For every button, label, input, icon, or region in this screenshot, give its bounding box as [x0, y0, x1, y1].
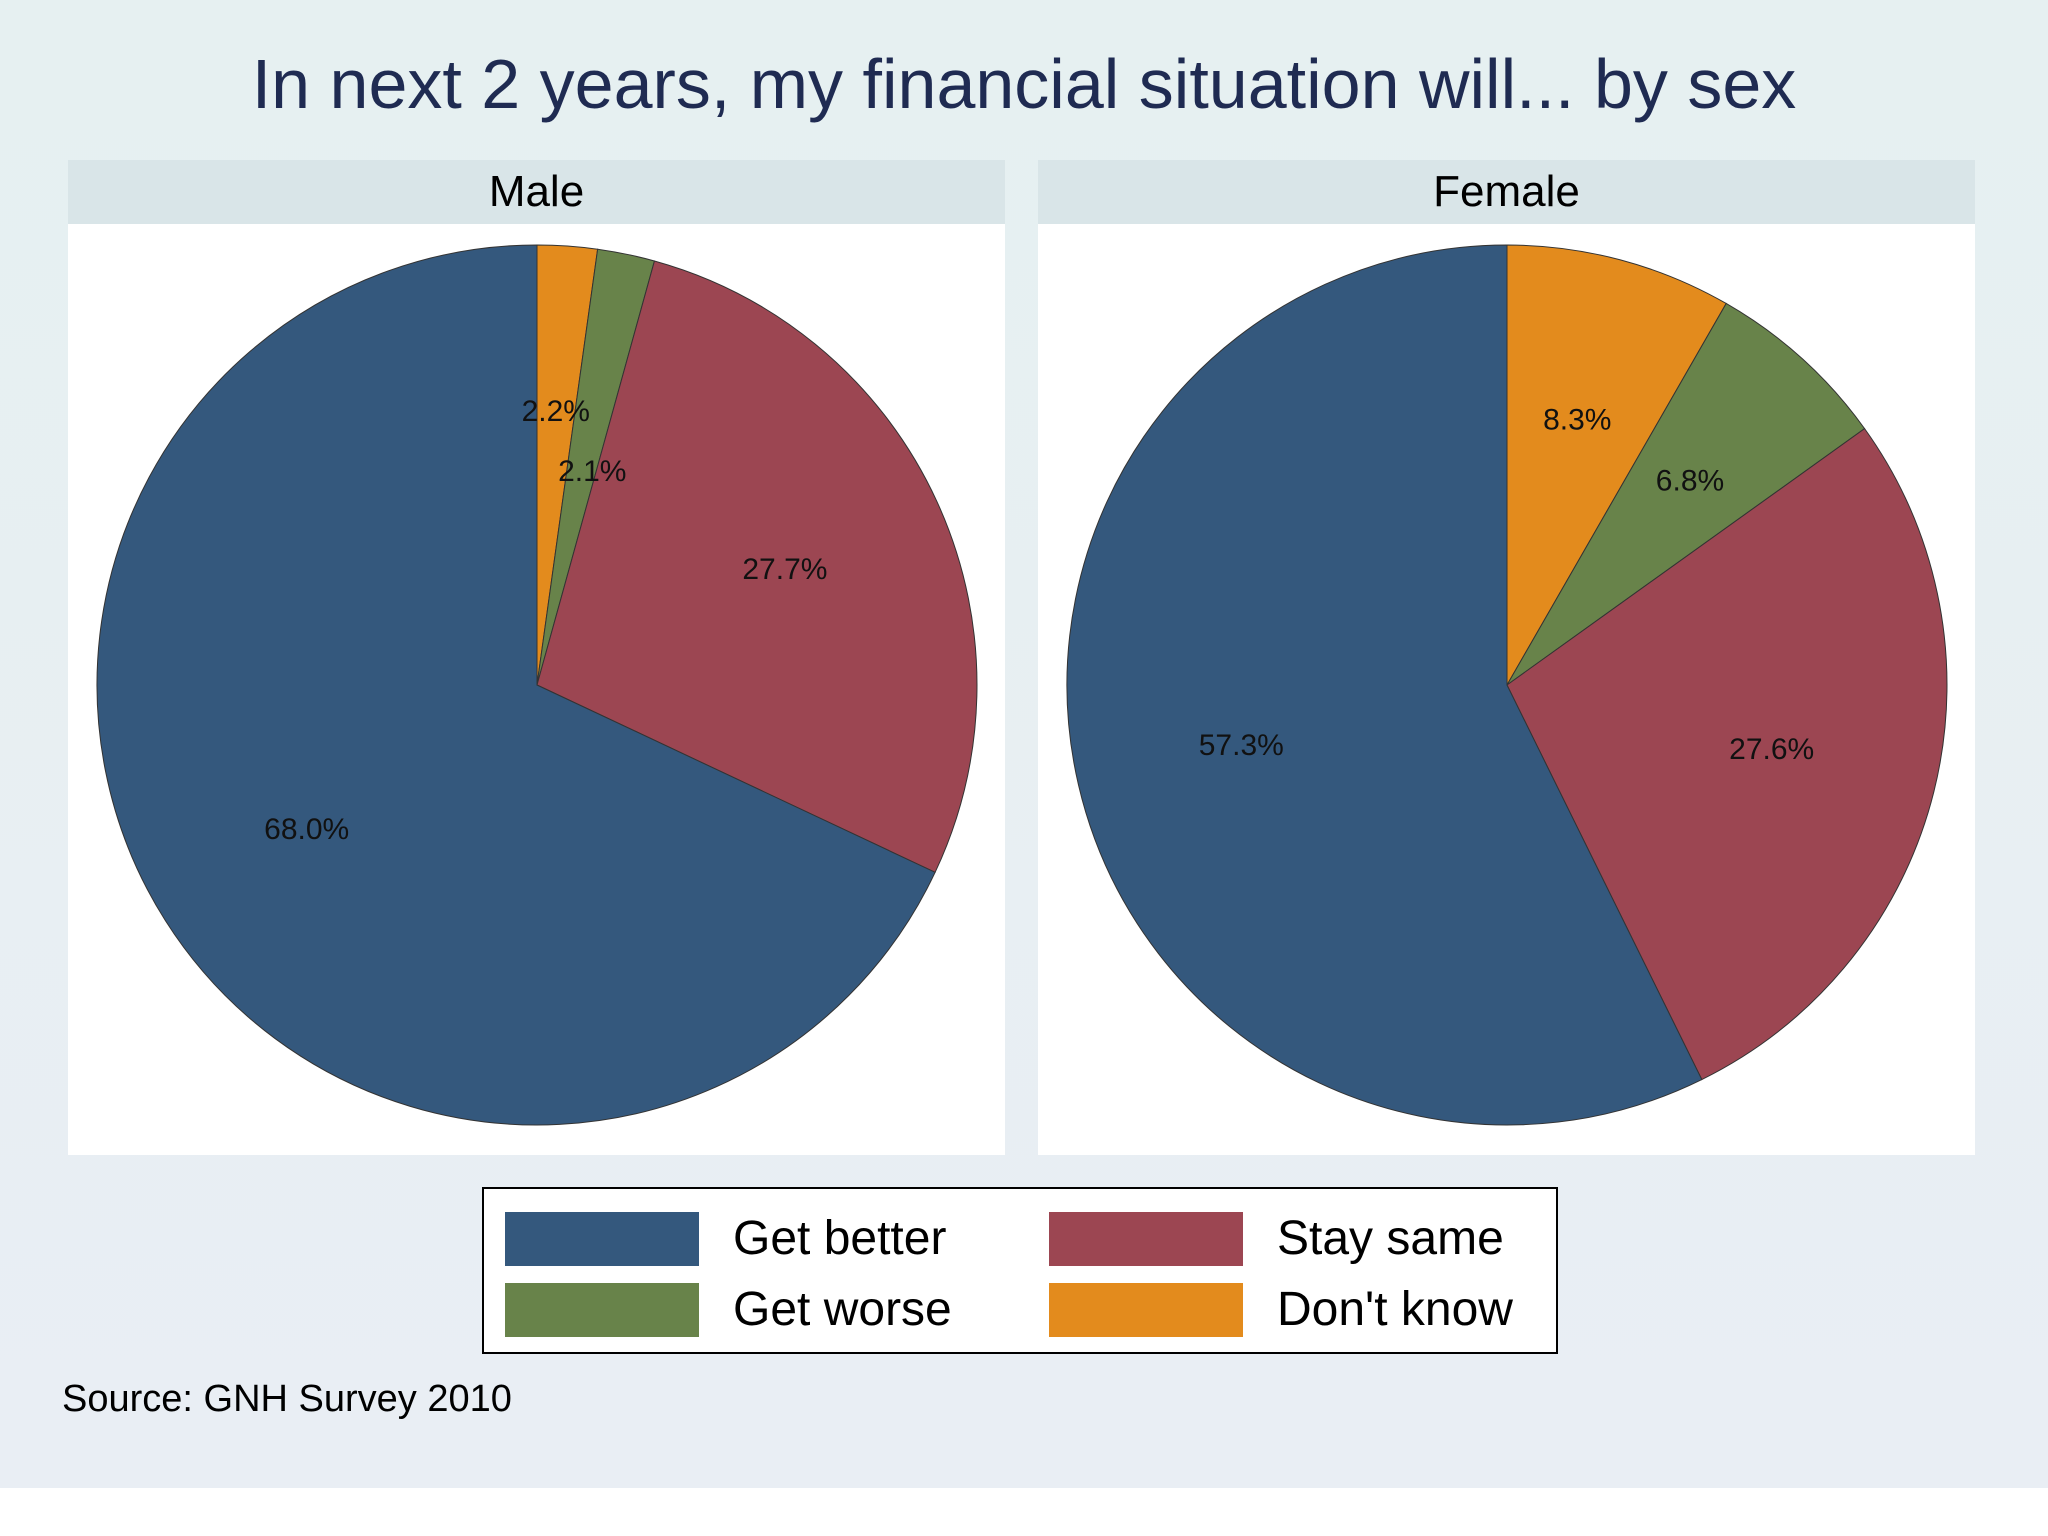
legend: Get better Stay same Get worse Don't kno…	[482, 1187, 1558, 1354]
legend-swatch-get-worse	[505, 1283, 699, 1337]
slice-female-get-worse	[1506, 302, 1866, 686]
slice-female-get-better	[1066, 244, 1703, 1126]
legend-label-get-worse: Get worse	[733, 1283, 952, 1336]
panel-male: Male 2.2% 2.1% 27.7% 68.0%	[68, 160, 1005, 1155]
slice-label-male-stay-same: 27.7%	[742, 553, 827, 586]
pie-chart-female: 8.3% 6.8% 27.6% 57.3%	[1066, 244, 1948, 1126]
slice-label-female-dont-know: 8.3%	[1543, 403, 1611, 436]
panel-female: Female 8.3% 6.8% 27.6% 57.3%	[1038, 160, 1975, 1155]
slice-label-male-get-better: 68.0%	[264, 813, 349, 846]
slice-label-female-get-worse: 6.8%	[1656, 465, 1724, 498]
legend-swatch-dont-know	[1049, 1283, 1243, 1337]
slice-label-female-stay-same: 27.6%	[1729, 733, 1814, 766]
slice-female-dont-know	[1506, 244, 1727, 687]
slice-female-stay-same	[1506, 427, 1948, 1081]
legend-swatch-get-better	[505, 1212, 699, 1266]
legend-label-stay-same: Stay same	[1277, 1212, 1504, 1265]
chart-title: In next 2 years, my financial situation …	[251, 45, 1797, 123]
slice-male-get-better	[96, 244, 936, 1126]
slice-label-male-get-worse: 2.1%	[558, 455, 626, 488]
source-note: Source: GNH Survey 2010	[62, 1378, 512, 1420]
pie-chart-male: 2.2% 2.1% 27.7% 68.0%	[96, 244, 978, 1126]
panel-header-female: Female	[1038, 160, 1975, 224]
panel-header-male: Male	[68, 160, 1005, 224]
legend-swatch-stay-same	[1049, 1212, 1243, 1266]
slice-male-stay-same	[536, 260, 978, 874]
legend-label-dont-know: Don't know	[1277, 1283, 1513, 1336]
slice-label-female-get-better: 57.3%	[1199, 729, 1284, 762]
slice-label-male-dont-know: 2.2%	[522, 395, 590, 428]
legend-label-get-better: Get better	[733, 1212, 947, 1265]
